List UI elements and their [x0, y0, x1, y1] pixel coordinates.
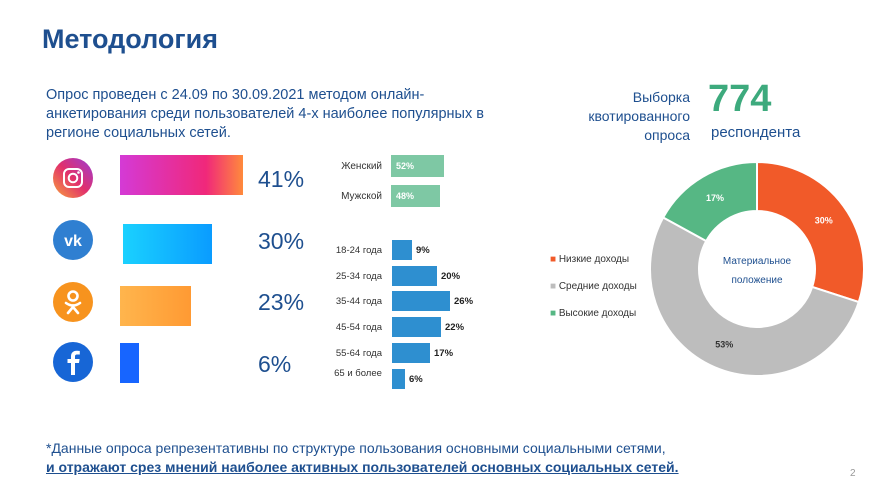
gender-label-male: Мужской	[341, 191, 382, 202]
age-label: 45-54 года	[335, 322, 382, 333]
age-bar	[392, 369, 405, 389]
respondent-unit: респондента	[711, 124, 801, 141]
sample-label-line: опроса	[644, 127, 690, 143]
age-bar	[392, 266, 437, 286]
respondent-count: 774	[708, 78, 772, 120]
odnoklassniki-icon	[53, 282, 93, 322]
age-value: 17%	[434, 348, 454, 359]
donut-slice-label: 30%	[815, 216, 833, 226]
legend-label: Низкие доходы	[558, 254, 630, 265]
intro-text: Опрос проведен с 24.09 по 30.09.2021 мет…	[46, 87, 484, 141]
legend-item: ■ Средние доходы	[550, 281, 637, 308]
gender-bar-male: 48%	[391, 185, 440, 207]
sample-label-line: Выборка	[632, 89, 690, 105]
legend-label: Высокие доходы	[558, 308, 637, 319]
legend-marker: ■	[550, 281, 559, 292]
instagram-share-bar	[120, 155, 243, 195]
donut-slice-label: 17%	[706, 193, 724, 203]
age-label: 65 и более	[334, 368, 382, 379]
facebook-share-bar	[120, 343, 139, 383]
age-label: 35-44 года	[335, 296, 382, 307]
donut-slice	[650, 216, 861, 377]
legend-item: ■ Высокие доходы	[550, 308, 637, 319]
age-value: 22%	[445, 322, 465, 333]
vk-icon: vk	[53, 220, 93, 260]
footnote-line-1: *Данные опроса репрезентативны по структ…	[46, 440, 666, 456]
footnote-line-2: и отражают срез мнений наиболее активных…	[46, 459, 679, 475]
age-value: 26%	[454, 296, 474, 307]
donut-slice	[756, 162, 865, 304]
svg-text:vk: vk	[64, 233, 82, 250]
donut-slice-label: 53%	[715, 340, 733, 350]
income-donut-chart: 30% 53% 17% Материальное положение	[650, 162, 865, 377]
facebook-icon	[53, 342, 93, 382]
donut-center-label-line2: положение	[731, 275, 783, 286]
age-label: 18-24 года	[335, 245, 382, 256]
instagram-share-pct: 41%	[258, 166, 305, 192]
age-value: 9%	[416, 245, 430, 256]
vk-share-pct: 30%	[258, 228, 305, 254]
legend-label: Средние доходы	[558, 281, 637, 292]
legend-marker: ■	[550, 308, 559, 319]
sample-label: Выборка квотированного опроса	[530, 88, 690, 145]
age-bar	[392, 291, 450, 311]
age-label: 25-34 года	[335, 271, 382, 282]
gender-label-female: Женский	[341, 161, 382, 172]
age-value: 6%	[409, 374, 423, 385]
odnoklassniki-share-bar	[120, 286, 191, 326]
instagram-icon	[53, 158, 93, 198]
donut-center-label-line1: Материальное	[723, 256, 792, 267]
gender-bar-female: 52%	[391, 155, 444, 177]
age-bar	[392, 317, 441, 337]
page-title: Методология	[42, 24, 219, 54]
page-number: 2	[850, 468, 856, 479]
age-label: 55-64 года	[335, 348, 382, 359]
legend-marker: ■	[550, 254, 559, 265]
donut-slice	[661, 162, 758, 243]
age-bar	[392, 343, 430, 363]
chart-legend: ■ Низкие доходы ■ Средние доходы ■ Высок…	[550, 254, 637, 319]
vk-share-bar	[123, 224, 212, 264]
odnoklassniki-share-pct: 23%	[258, 289, 305, 315]
age-bar	[392, 240, 412, 260]
age-value: 20%	[441, 271, 461, 282]
sample-label-line: квотированного	[588, 108, 690, 124]
facebook-share-pct: 6%	[258, 351, 292, 377]
legend-item: ■ Низкие доходы	[550, 254, 637, 281]
